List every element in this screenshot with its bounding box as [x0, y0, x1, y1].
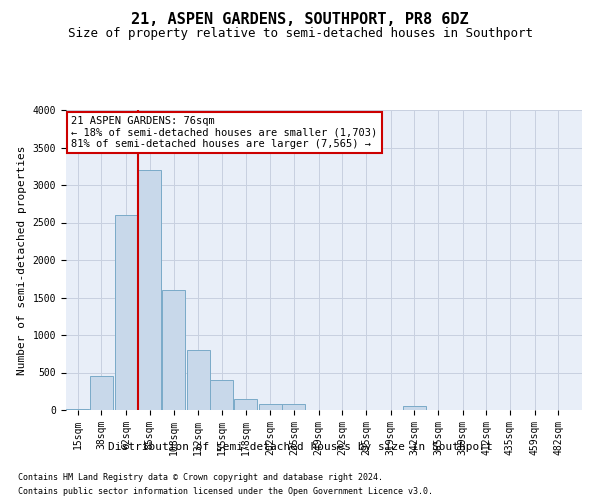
- Bar: [138, 170, 161, 410]
- Bar: [66, 408, 89, 410]
- Bar: [234, 399, 257, 410]
- Bar: [283, 404, 305, 410]
- Text: Size of property relative to semi-detached houses in Southport: Size of property relative to semi-detach…: [67, 28, 533, 40]
- Bar: [187, 350, 210, 410]
- Bar: [259, 404, 282, 410]
- Text: 21, ASPEN GARDENS, SOUTHPORT, PR8 6DZ: 21, ASPEN GARDENS, SOUTHPORT, PR8 6DZ: [131, 12, 469, 28]
- Text: Contains public sector information licensed under the Open Government Licence v3: Contains public sector information licen…: [18, 488, 433, 496]
- Text: 21 ASPEN GARDENS: 76sqm
← 18% of semi-detached houses are smaller (1,703)
81% of: 21 ASPEN GARDENS: 76sqm ← 18% of semi-de…: [71, 116, 377, 149]
- Y-axis label: Number of semi-detached properties: Number of semi-detached properties: [17, 145, 27, 375]
- Bar: [162, 290, 185, 410]
- Bar: [115, 215, 138, 410]
- Bar: [90, 376, 113, 410]
- Text: Contains HM Land Registry data © Crown copyright and database right 2024.: Contains HM Land Registry data © Crown c…: [18, 472, 383, 482]
- Bar: [403, 406, 426, 410]
- Text: Distribution of semi-detached houses by size in Southport: Distribution of semi-detached houses by …: [107, 442, 493, 452]
- Bar: [211, 380, 233, 410]
